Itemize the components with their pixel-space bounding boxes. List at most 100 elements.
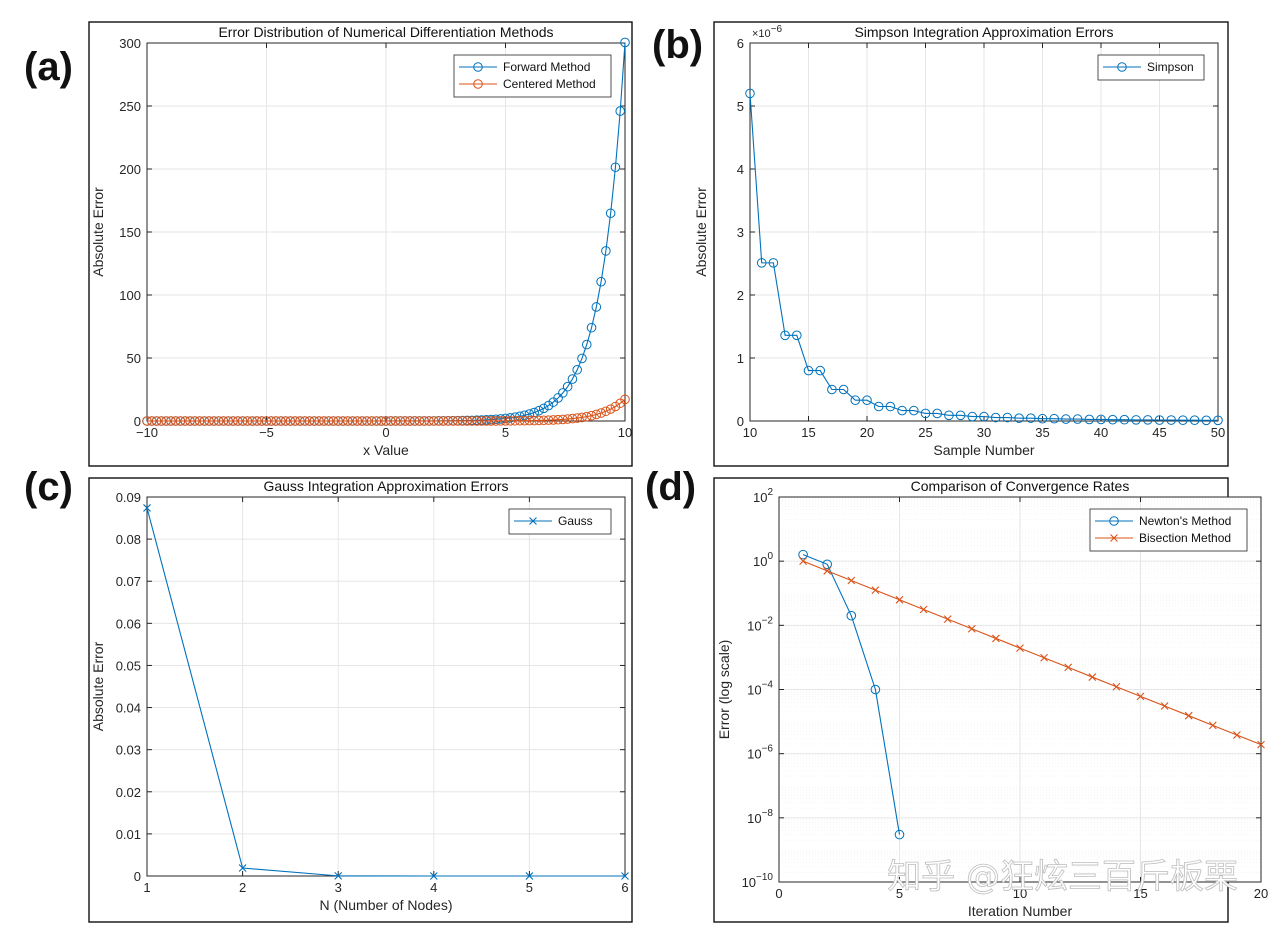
data-point xyxy=(909,405,919,416)
y-tick-label: 300 xyxy=(119,36,141,51)
legend-entry: Centered Method xyxy=(503,77,596,91)
data-point xyxy=(218,416,229,426)
data-point xyxy=(1189,415,1200,425)
x-tick-label: 35 xyxy=(1035,425,1049,440)
data-point xyxy=(299,416,310,426)
data-point xyxy=(223,416,234,426)
data-point xyxy=(371,416,382,426)
data-point xyxy=(543,415,554,425)
x-tick-label: 6 xyxy=(621,880,628,895)
data-point xyxy=(309,416,320,426)
data-point xyxy=(143,504,151,512)
data-point xyxy=(515,415,525,426)
data-point xyxy=(596,408,606,418)
data-point xyxy=(581,339,592,350)
data-point xyxy=(276,416,286,426)
panel-frame-a xyxy=(88,21,633,467)
data-point xyxy=(529,415,539,426)
series-line-d-1 xyxy=(802,560,1262,746)
data-point xyxy=(333,416,344,426)
data-point xyxy=(486,416,496,426)
data-point xyxy=(1257,740,1265,749)
data-point xyxy=(992,634,1000,643)
legend-b: Simpson xyxy=(1097,54,1205,81)
data-point xyxy=(967,624,976,633)
data-point xyxy=(233,416,243,426)
y-tick-label: 0.06 xyxy=(116,616,141,631)
legend-c: Gauss xyxy=(508,508,612,535)
data-point xyxy=(1233,731,1241,739)
y-tick-label: 10−2 xyxy=(747,615,773,633)
data-point xyxy=(256,416,267,426)
data-point xyxy=(591,302,602,312)
y-tick-label: 150 xyxy=(119,225,141,240)
y-axis-title-a: Absolute Error xyxy=(90,187,106,277)
data-point xyxy=(505,416,516,426)
series-line-c-0 xyxy=(146,507,625,877)
y-tick-label: 0.08 xyxy=(116,532,141,547)
data-point xyxy=(381,416,391,426)
data-point xyxy=(194,416,205,426)
data-point xyxy=(920,408,931,419)
data-point xyxy=(955,410,966,421)
data-point xyxy=(409,416,420,426)
data-point xyxy=(1143,415,1153,425)
data-point xyxy=(553,414,563,425)
data-point xyxy=(390,416,401,426)
data-point xyxy=(919,605,928,614)
legend-entry: Forward Method xyxy=(503,60,590,74)
data-point xyxy=(395,416,406,426)
data-point xyxy=(170,416,181,426)
legend-box xyxy=(453,54,612,98)
x-tick-label: 10 xyxy=(743,425,757,440)
data-point xyxy=(347,416,358,426)
data-point xyxy=(1037,413,1048,424)
data-point xyxy=(175,416,186,426)
data-point xyxy=(228,416,238,426)
data-point xyxy=(323,416,334,426)
legend-d: Newton's Method Bisection Method xyxy=(1089,508,1248,552)
x-axis-title-c: N (Number of Nodes) xyxy=(319,897,452,913)
y-tick-label: 10−4 xyxy=(747,680,773,698)
legend-marker xyxy=(473,62,483,72)
data-point xyxy=(429,416,439,426)
data-point xyxy=(429,872,438,880)
y-tick-label: 0 xyxy=(134,869,141,884)
x-tick-label: 2 xyxy=(239,880,246,895)
data-point xyxy=(519,410,530,421)
data-point xyxy=(894,829,905,840)
x-tick-label: 30 xyxy=(977,425,991,440)
legend-entry: Simpson xyxy=(1147,60,1194,74)
data-point xyxy=(271,416,281,426)
data-point xyxy=(366,416,377,426)
data-point xyxy=(481,416,492,426)
x-axis-title-d: Iteration Number xyxy=(968,903,1073,919)
panel-label-d: (d) xyxy=(645,465,696,509)
data-point xyxy=(850,395,861,406)
data-point xyxy=(601,406,611,417)
data-point xyxy=(161,416,171,426)
data-point xyxy=(873,401,884,412)
data-point xyxy=(151,416,162,426)
data-point xyxy=(252,416,262,426)
data-point xyxy=(334,871,343,880)
data-point xyxy=(897,405,907,416)
series-layer-c xyxy=(143,504,629,880)
data-point xyxy=(385,416,396,426)
data-point xyxy=(457,416,468,426)
y-tick-label: 100 xyxy=(753,551,773,569)
data-point xyxy=(448,416,458,426)
data-point xyxy=(142,416,152,426)
x-tick-label: 0 xyxy=(775,886,782,901)
y-tick-label: 0.04 xyxy=(116,701,141,716)
data-point xyxy=(472,416,482,426)
data-point xyxy=(180,416,191,426)
data-point xyxy=(1088,673,1097,681)
data-point xyxy=(885,401,896,412)
data-point xyxy=(400,416,410,426)
data-point xyxy=(586,322,597,333)
data-point xyxy=(745,88,755,99)
data-point xyxy=(146,416,157,426)
